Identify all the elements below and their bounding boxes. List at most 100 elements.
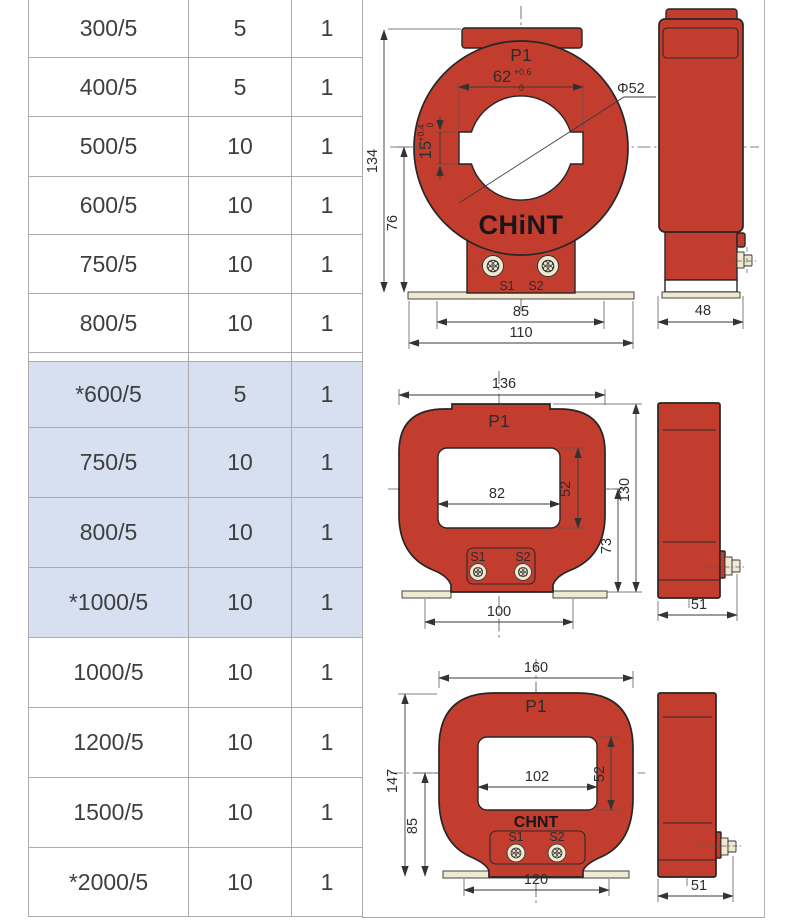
- class-cell: 1: [292, 498, 363, 567]
- side-detail-lines: [658, 429, 720, 581]
- ratio-cell: 300/5: [29, 0, 189, 57]
- class-cell: 1: [292, 362, 363, 427]
- base-flange-left: [401, 590, 452, 599]
- side-label-panel: [662, 27, 739, 59]
- dim-total-height: 147: [385, 769, 401, 793]
- side-detail-lines: [658, 716, 716, 861]
- chint-logo: CHiNT: [479, 210, 564, 240]
- class-cell: 1: [292, 428, 363, 497]
- terminal-box: [489, 830, 586, 865]
- terminal-label-p1: P1: [488, 411, 509, 431]
- large-ct-front-view: P1 102 52 160 147 85 CHNT S1 S2 120: [385, 659, 645, 904]
- dim-hole-dia: Φ52: [617, 81, 645, 97]
- dim-depth: 51: [691, 597, 707, 613]
- table-row: 1200/5 10 1: [29, 708, 363, 778]
- dim-base-width: 110: [509, 325, 532, 341]
- side-terminal-screw-tip: [743, 254, 753, 267]
- side-terminal-screw: [720, 837, 729, 856]
- page-right-border: [764, 0, 765, 918]
- class-cell: 1: [292, 0, 363, 57]
- ratio-cell: 750/5: [29, 428, 189, 497]
- dim-slot-tol-up: +0.4: [416, 124, 426, 141]
- capacity-cell: 5: [189, 58, 292, 116]
- table-row: 600/5 10 1: [29, 177, 363, 235]
- class-cell: 1: [292, 294, 363, 352]
- capacity-cell: 10: [189, 778, 292, 847]
- terminal-label-s2: S2: [549, 830, 564, 844]
- capacity-cell: 10: [189, 235, 292, 293]
- table-row-highlighted: *1000/5 10 1: [29, 568, 363, 638]
- spec-table: 300/5 5 1 400/5 5 1 500/5 10 1 600/5 10 …: [28, 0, 363, 917]
- technical-drawings: P1 CHiNT S1 S2 62 +0.6 0 Φ52 15 +0.4 0: [365, 6, 759, 904]
- class-cell: 1: [292, 58, 363, 116]
- table-row: 400/5 5 1: [29, 58, 363, 117]
- side-body: [658, 18, 744, 233]
- ratio-cell: 1500/5: [29, 778, 189, 847]
- terminal-label-s1: S1: [499, 279, 514, 293]
- page-bottom-border: [362, 917, 765, 918]
- dim-base-width: 100: [487, 604, 511, 620]
- table-row: 500/5 10 1: [29, 117, 363, 177]
- terminal-label-s1: S1: [508, 830, 523, 844]
- table-row: 1000/5 10 1: [29, 638, 363, 708]
- side-terminal-screw: [736, 251, 745, 269]
- ratio-cell: 1200/5: [29, 708, 189, 777]
- class-cell: 1: [292, 708, 363, 777]
- capacity-cell: 10: [189, 294, 292, 352]
- class-cell: 1: [292, 778, 363, 847]
- terminal-box: [466, 547, 536, 585]
- side-body: [657, 692, 717, 878]
- dim-width: 136: [492, 376, 516, 392]
- terminal-label-s2: S2: [528, 279, 543, 293]
- dim-total-height: 130: [617, 478, 633, 502]
- large-ct-side-view: 51: [657, 692, 741, 902]
- side-body: [657, 402, 721, 599]
- table-row-highlighted: *600/5 5 1: [29, 362, 363, 428]
- dim-window-width: 102: [525, 769, 549, 785]
- side-terminal-tab: [736, 232, 746, 248]
- table-row-highlighted: 750/5 10 1: [29, 428, 363, 498]
- capacity-cell: 10: [189, 568, 292, 637]
- side-terminal-tab: [719, 550, 726, 579]
- capacity-cell: 10: [189, 177, 292, 234]
- table-row: 300/5 5 1: [29, 0, 363, 58]
- dim-window-height: 52: [592, 766, 608, 782]
- side-terminal-screw: [724, 556, 733, 576]
- ratio-cell: 500/5: [29, 117, 189, 176]
- side-terminal-screw-tip: [727, 840, 737, 853]
- side-terminal-screw-tip: [731, 559, 741, 573]
- table-row: 750/5 10 1: [29, 235, 363, 294]
- dim-base-width: 120: [524, 872, 548, 888]
- dim-hole-spacing: 85: [513, 304, 529, 320]
- table-row: *2000/5 10 1: [29, 848, 363, 917]
- dim-slot-tol-dn: 0: [425, 122, 435, 127]
- dim-base-height: 85: [405, 818, 421, 834]
- dim-depth: 48: [695, 303, 711, 319]
- dim-depth: 51: [691, 878, 707, 894]
- dim-window-height: 52: [558, 481, 574, 497]
- table-spacer-row: [29, 353, 363, 362]
- class-cell: 1: [292, 638, 363, 707]
- dim-width: 160: [524, 660, 548, 676]
- capacity-cell: 10: [189, 428, 292, 497]
- capacity-cell: 10: [189, 498, 292, 567]
- table-row-highlighted: 800/5 10 1: [29, 498, 363, 568]
- ratio-cell: *1000/5: [29, 568, 189, 637]
- dim-hole-width-tol-up: +0.6: [514, 67, 531, 77]
- dim-hole-width-tol-dn: 0: [519, 83, 524, 93]
- ring-ct-side-view: 48: [657, 8, 757, 329]
- dim-total-height: 134: [365, 149, 381, 173]
- capacity-cell: 10: [189, 848, 292, 916]
- ratio-cell: *2000/5: [29, 848, 189, 916]
- capacity-cell: 10: [189, 708, 292, 777]
- ring-ct-front-view: P1 CHiNT S1 S2 62 +0.6 0 Φ52 15 +0.4 0: [365, 6, 759, 349]
- ratio-cell: 400/5: [29, 58, 189, 116]
- chint-logo: CHNT: [514, 814, 559, 831]
- ratio-cell: *600/5: [29, 362, 189, 427]
- side-base-strip: [661, 291, 741, 299]
- capacity-cell: 5: [189, 0, 292, 57]
- ratio-cell: 1000/5: [29, 638, 189, 707]
- capacity-cell: 5: [189, 362, 292, 427]
- center-hole: [458, 95, 584, 201]
- mid-ct-front-view: P1 82 52 136 130 73 S1 S2 100: [388, 371, 642, 641]
